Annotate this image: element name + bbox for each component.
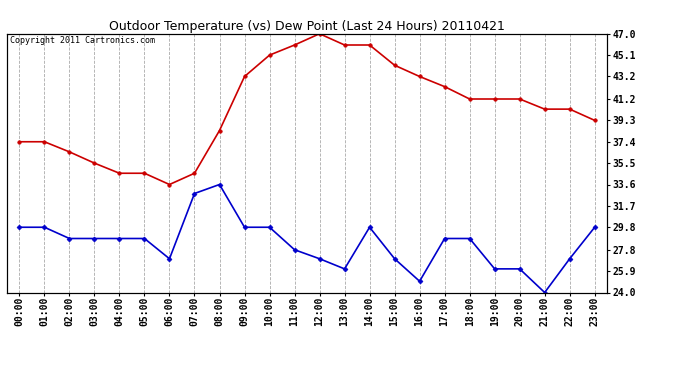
Text: Copyright 2011 Cartronics.com: Copyright 2011 Cartronics.com xyxy=(10,36,155,45)
Title: Outdoor Temperature (vs) Dew Point (Last 24 Hours) 20110421: Outdoor Temperature (vs) Dew Point (Last… xyxy=(109,20,505,33)
